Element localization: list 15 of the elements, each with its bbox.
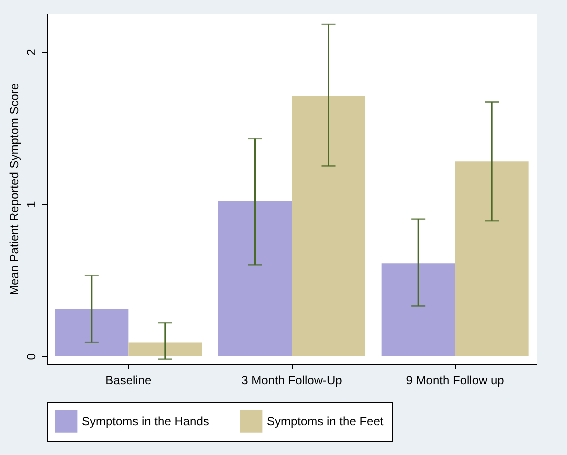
bar [382, 264, 456, 356]
y-tick-label: 2 [24, 48, 38, 56]
y-tick-label: 1 [24, 201, 38, 208]
bar [292, 96, 366, 356]
legend-label: Symptoms in the Hands [82, 414, 210, 429]
y-axis-title: Mean Patient Reported Symptom Score [8, 83, 22, 296]
x-tick-label: 9 Month Follow up [406, 374, 505, 388]
bar [55, 309, 129, 356]
bar [128, 342, 202, 356]
legend-label: Symptoms in the Feet [267, 414, 384, 429]
x-tick-label: 3 Month Follow-Up [242, 374, 343, 388]
bar [455, 162, 529, 356]
x-tick-label: Baseline [106, 374, 152, 388]
bar [218, 201, 292, 356]
y-tick-label: 0 [24, 353, 38, 360]
